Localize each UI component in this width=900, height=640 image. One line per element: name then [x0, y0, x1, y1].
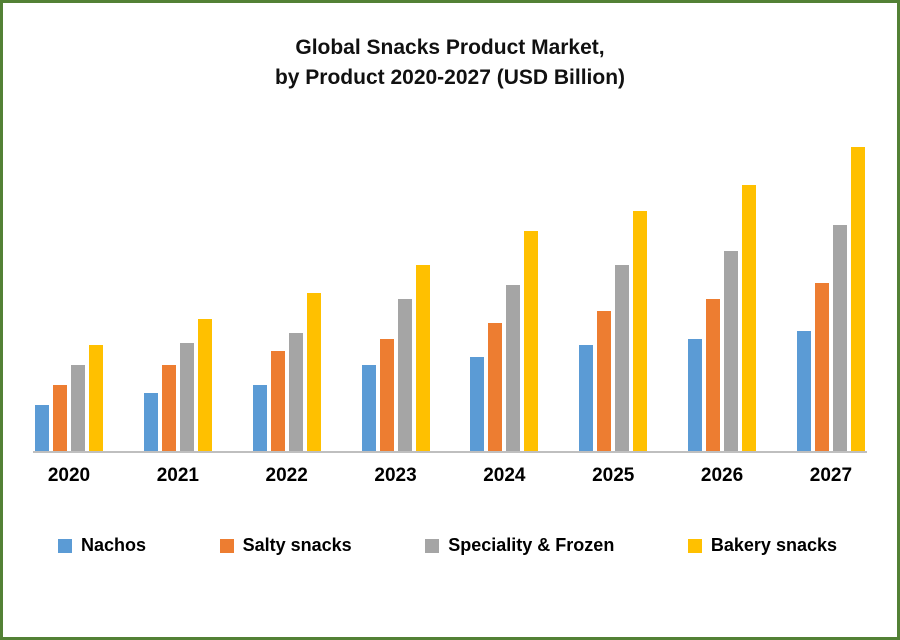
- bar-group-2026: [686, 185, 758, 451]
- x-axis-label-2020: 2020: [47, 465, 91, 486]
- bar-speciality-frozen-2027: [832, 225, 847, 451]
- bar-salty-snacks-2027: [814, 283, 829, 451]
- bar-bakery-snacks-2022: [306, 293, 321, 451]
- bar-bakery-snacks-2023: [415, 265, 430, 451]
- bar-groups: [33, 131, 867, 453]
- bar-nachos-2024: [470, 357, 485, 451]
- x-axis-label-2025: 2025: [592, 465, 635, 486]
- legend: Nachos Salty snacks Speciality & Frozen Bak…: [58, 535, 837, 556]
- bar-speciality-frozen-2025: [615, 265, 630, 451]
- bar-salty-snacks-2025: [597, 311, 612, 451]
- x-axis-label-2021: 2021: [156, 465, 199, 486]
- bar-group-2025: [577, 211, 649, 451]
- bar-nachos-2022: [252, 385, 267, 451]
- bar-group-2024: [468, 231, 540, 451]
- bar-bakery-snacks-2026: [742, 185, 757, 451]
- bar-speciality-frozen-2024: [506, 285, 521, 451]
- bar-group-2021: [142, 319, 214, 451]
- chart-title-line1: Global Snacks Product Market,: [295, 36, 605, 59]
- bar-bakery-snacks-2027: [850, 147, 865, 451]
- bar-salty-snacks-2024: [488, 323, 503, 451]
- bar-nachos-2027: [796, 331, 811, 451]
- bar-speciality-frozen-2026: [724, 251, 739, 451]
- bar-nachos-2026: [688, 339, 703, 451]
- bar-bakery-snacks-2024: [524, 231, 539, 451]
- bar-speciality-frozen-2022: [288, 333, 303, 451]
- chart-title: Global Snacks Product Market, by Product…: [3, 33, 897, 94]
- legend-item-nachos: Nachos: [58, 535, 146, 556]
- legend-label: Salty snacks: [242, 535, 352, 555]
- x-axis-label-2024: 2024: [483, 465, 526, 486]
- bar-salty-snacks-2021: [161, 365, 176, 451]
- legend-item-salty-snacks: Salty snacks: [219, 535, 352, 556]
- bar-nachos-2025: [579, 345, 594, 451]
- bar-speciality-frozen-2023: [397, 299, 412, 451]
- x-axis-label-2022: 2022: [265, 465, 308, 486]
- bar-salty-snacks-2023: [379, 339, 394, 451]
- legend-swatch-icon: [219, 538, 234, 553]
- chart-title-line2: by Product 2020-2027 (USD Billion): [274, 66, 626, 90]
- x-axis-label-2026: 2026: [700, 465, 744, 486]
- legend-item-speciality-frozen: Speciality & Frozen: [425, 535, 614, 556]
- legend-item-bakery-snacks: Bakery snacks: [687, 535, 837, 556]
- bar-group-2022: [251, 293, 323, 451]
- legend-swatch-icon: [425, 538, 440, 553]
- legend-label: Bakery snacks: [710, 535, 837, 555]
- bar-nachos-2021: [143, 393, 158, 451]
- bar-bakery-snacks-2020: [89, 345, 103, 451]
- legend-swatch-icon: [687, 538, 702, 553]
- x-axis-labels: 2020 2021 2022 2023 2024 2025 2026 2027: [33, 465, 867, 487]
- plot-area: 2020 2021 2022 2023 2024 2025 2026 2027: [33, 131, 867, 487]
- legend-swatch-icon: [58, 538, 72, 553]
- bar-nachos-2023: [361, 365, 376, 451]
- bar-salty-snacks-2022: [270, 351, 285, 451]
- bar-bakery-snacks-2025: [633, 211, 648, 451]
- legend-label: Speciality & Frozen: [448, 535, 615, 555]
- bar-speciality-frozen-2021: [179, 343, 194, 451]
- bar-bakery-snacks-2021: [197, 319, 212, 451]
- bar-group-2020: [33, 345, 105, 451]
- x-axis-label-2023: 2023: [374, 465, 417, 486]
- bar-salty-snacks-2026: [706, 299, 721, 451]
- bar-salty-snacks-2020: [53, 385, 67, 451]
- bar-group-2023: [360, 265, 432, 451]
- bar-speciality-frozen-2020: [71, 365, 85, 451]
- bar-nachos-2020: [35, 405, 49, 451]
- bar-group-2027: [795, 147, 867, 451]
- x-axis-label-2027: 2027: [809, 465, 853, 486]
- legend-label: Nachos: [81, 535, 147, 555]
